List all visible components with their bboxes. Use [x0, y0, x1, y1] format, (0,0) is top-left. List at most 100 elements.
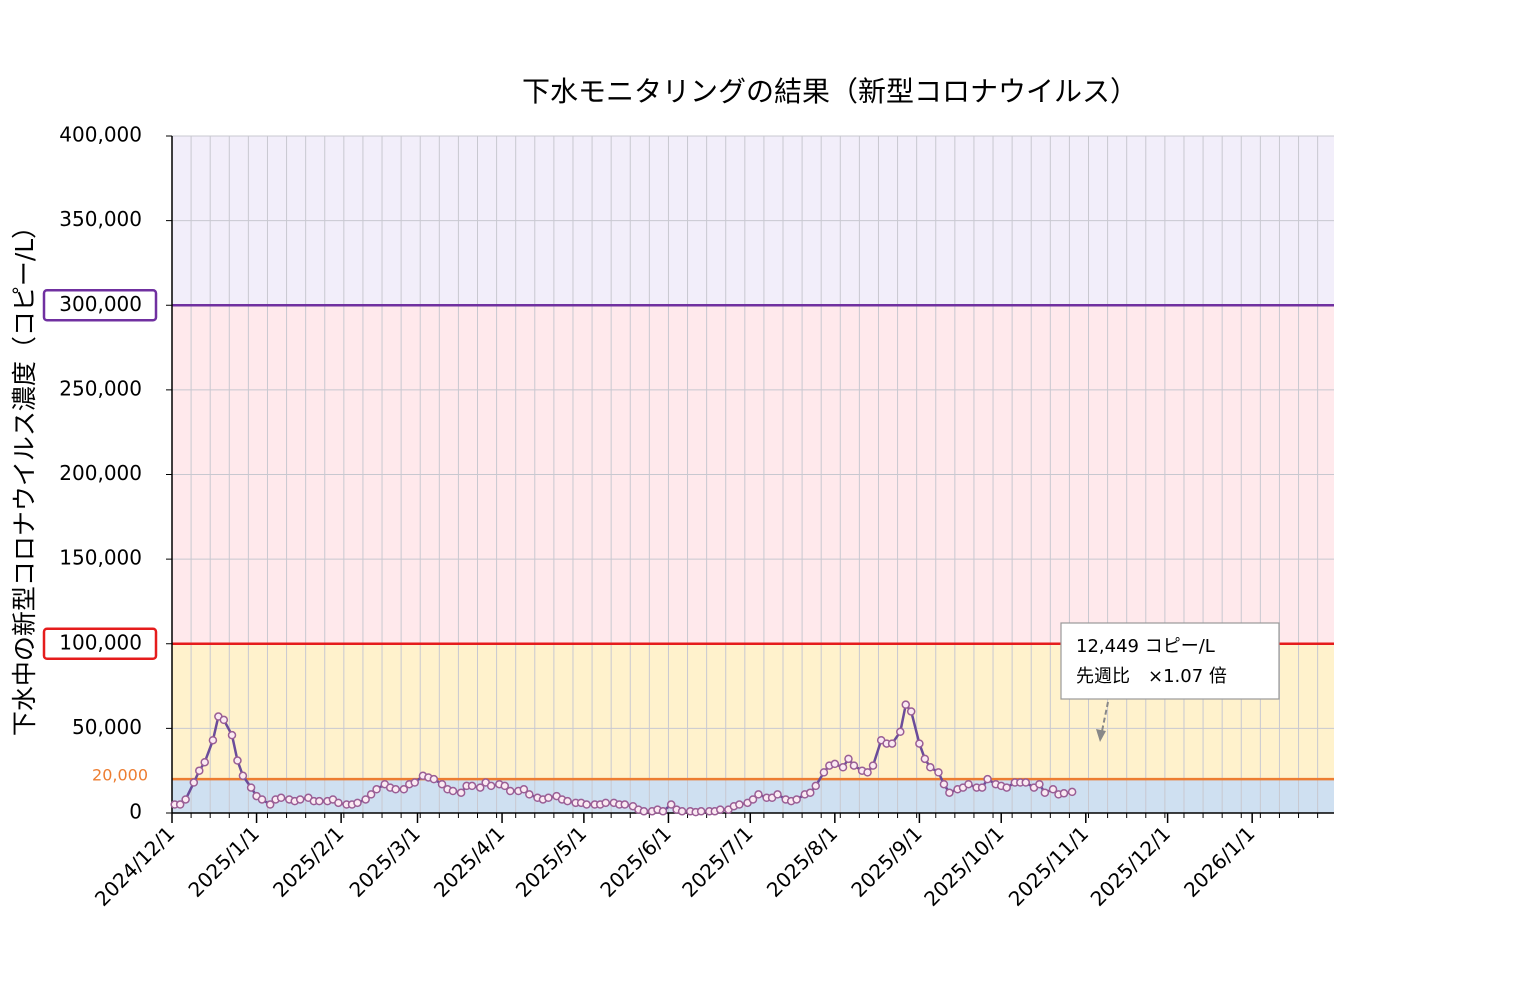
data-point [563, 796, 572, 806]
y-tick-label: 0 [129, 800, 142, 824]
data-point [208, 735, 218, 745]
data-point [582, 800, 591, 809]
data-point [195, 766, 204, 775]
data-point [519, 785, 529, 794]
y-tick-label: 250,000 [59, 376, 142, 400]
data-point [315, 796, 324, 806]
data-point [696, 807, 706, 816]
x-tick-label: 2025/2/1 [268, 821, 348, 901]
data-point [219, 715, 229, 725]
data-point [716, 805, 725, 814]
data-point [748, 795, 758, 804]
data-point [429, 774, 439, 784]
x-tick-label: 2025/1/1 [183, 821, 263, 901]
data-point [1059, 789, 1069, 798]
x-tick-label: 2026/1/1 [1179, 821, 1259, 901]
data-point [945, 788, 954, 797]
data-point [544, 793, 553, 803]
data-point [189, 778, 199, 787]
data-point [525, 790, 534, 799]
data-point [830, 759, 840, 769]
data-point [500, 781, 510, 791]
data-point [486, 781, 496, 791]
annotation-arrowhead [1096, 729, 1106, 742]
threshold-label-box [42, 627, 158, 660]
data-point [456, 788, 466, 797]
annotation-text: 12,449 コピー/L [1076, 636, 1215, 657]
data-point [838, 763, 848, 772]
data-point [265, 800, 275, 809]
data-point [448, 786, 458, 796]
annotation-text: 先週比 ×1.07 倍 [1076, 666, 1227, 687]
data-point [863, 768, 872, 777]
data-point [276, 793, 286, 803]
x-tick-label: 2025/3/1 [344, 821, 424, 901]
x-tick-label: 2025/12/1 [1086, 821, 1175, 910]
data-point [920, 754, 930, 764]
data-point [391, 785, 400, 794]
data-point [896, 727, 905, 737]
data-point [792, 795, 801, 804]
data-point [1067, 787, 1077, 797]
y-tick-label: 50,000 [72, 715, 142, 739]
data-point [295, 795, 305, 804]
data-point [844, 754, 853, 764]
x-tick-label: 2025/10/1 [919, 821, 1008, 910]
x-tick-label: 2024/12/1 [90, 821, 179, 910]
data-point [233, 756, 242, 765]
data-point [1048, 785, 1058, 794]
data-point [901, 700, 911, 709]
data-point [1002, 783, 1011, 792]
x-tick-label: 2025/11/1 [1004, 821, 1093, 910]
data-point [200, 757, 209, 767]
data-point [620, 800, 630, 809]
data-point [964, 779, 973, 789]
y-tick-label: 200,000 [59, 461, 142, 485]
data-point [915, 739, 924, 748]
data-point [677, 807, 687, 816]
data-point [181, 795, 190, 804]
data-point [334, 798, 343, 808]
data-point [806, 788, 815, 797]
data-point [601, 798, 610, 808]
y-tick-label: 150,000 [59, 546, 142, 570]
data-point [361, 795, 370, 804]
threshold-label-box [42, 289, 158, 322]
data-point [505, 786, 515, 796]
data-point [868, 761, 878, 770]
data-point [175, 800, 185, 809]
data-point [926, 763, 935, 772]
data-point [666, 800, 676, 809]
data-point [811, 781, 820, 791]
data-point [1035, 779, 1044, 789]
data-point [906, 707, 916, 716]
data-point [977, 783, 987, 792]
data-point [735, 800, 744, 809]
data-point [467, 781, 477, 791]
x-tick-label: 2025/5/1 [511, 821, 591, 901]
data-point [227, 730, 237, 740]
x-tick-label: 2025/6/1 [595, 821, 675, 901]
data-point [639, 807, 649, 816]
x-tick-label: 2025/9/1 [846, 821, 926, 901]
x-tick-label: 2025/8/1 [762, 821, 842, 901]
data-point [399, 785, 409, 794]
y-tick-label: 300,000 [59, 292, 142, 316]
data-point [475, 783, 485, 792]
data-point [246, 783, 256, 792]
data-point [1021, 778, 1031, 787]
y-tick-label: 100,000 [59, 630, 142, 654]
x-tick-label: 2025/4/1 [429, 821, 509, 901]
threshold-label: 20,000 [92, 766, 148, 785]
data-point [372, 785, 381, 794]
data-point [353, 798, 362, 808]
data-point [849, 761, 859, 770]
data-point [366, 790, 376, 799]
data-point [437, 779, 447, 789]
data-point [983, 774, 992, 784]
data-point [257, 795, 267, 804]
y-tick-label: 350,000 [59, 207, 142, 231]
annotation-box [1060, 622, 1280, 700]
x-tick-label: 2025/7/1 [677, 821, 757, 901]
